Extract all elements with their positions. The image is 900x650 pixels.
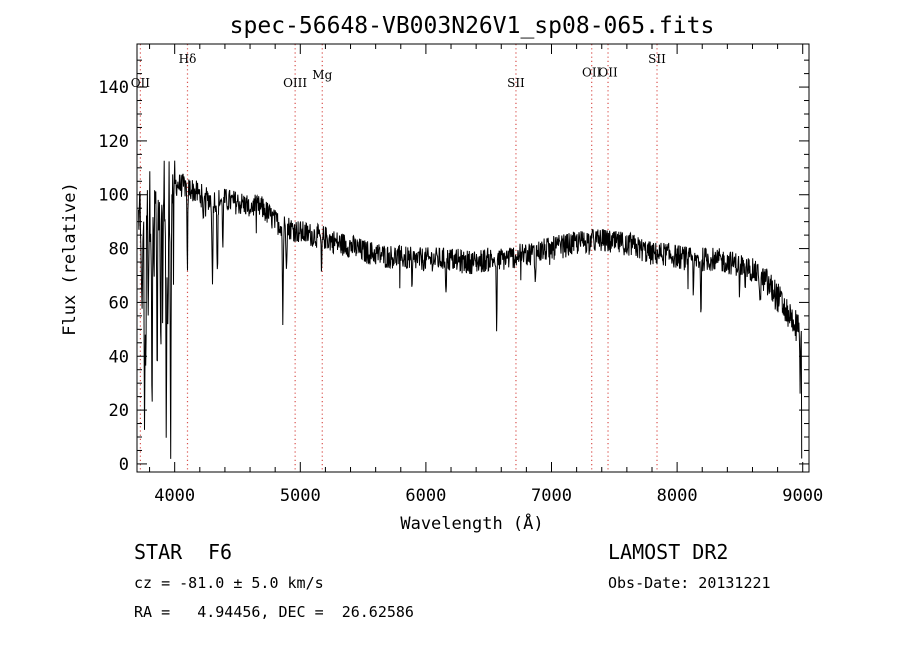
x-axis-ticks: 4000 5000 6000 7000 8000 9000 — [149, 44, 823, 506]
y-tick-label: 80 — [109, 240, 129, 260]
x-tick-label: 9000 — [782, 486, 823, 506]
y-tick-label: 40 — [109, 347, 129, 367]
y-tick-label: 60 — [109, 293, 129, 313]
survey-name: LAMOST DR2 — [608, 540, 729, 564]
line-marker-label: OII — [582, 65, 602, 79]
spectrum-line — [138, 160, 803, 459]
spectral-subclass: F6 — [208, 540, 233, 564]
y-axis-ticks: 0 20 40 60 80 100 120 140 — [98, 59, 809, 475]
x-tick-label: 8000 — [657, 486, 698, 506]
y-tick-label: 120 — [98, 132, 129, 152]
line-marker-label: SII — [648, 52, 666, 66]
chart-title: spec-56648-VB003N26V1_sp08-065.fits — [230, 13, 715, 39]
line-marker-label: OIII — [283, 76, 307, 90]
y-tick-label: 0 — [119, 455, 129, 475]
line-marker-label: OII — [598, 65, 618, 79]
x-tick-label: 4000 — [154, 486, 195, 506]
x-tick-label: 7000 — [531, 486, 572, 506]
observation-date: Obs-Date: 20131221 — [608, 574, 771, 592]
line-marker-label: Hδ — [179, 52, 197, 66]
y-tick-label: 100 — [98, 186, 129, 206]
y-tick-label: 20 — [109, 401, 129, 421]
redshift-velocity: cz = -81.0 ± 5.0 km/s — [134, 574, 324, 592]
y-tick-label: 140 — [98, 78, 129, 98]
line-marker-label: Mg — [312, 68, 332, 82]
line-marker-label: OII — [131, 76, 151, 90]
x-tick-label: 6000 — [405, 486, 446, 506]
line-marker-label: SII — [507, 76, 525, 90]
x-tick-label: 5000 — [280, 486, 321, 506]
x-axis-label: Wavelength (Å) — [400, 512, 543, 534]
y-axis-label: Flux (relative) — [60, 182, 80, 336]
plot-frame — [136, 43, 810, 473]
sky-coordinates: RA = 4.94456, DEC = 26.62586 — [134, 603, 414, 621]
object-type: STAR — [134, 540, 183, 564]
